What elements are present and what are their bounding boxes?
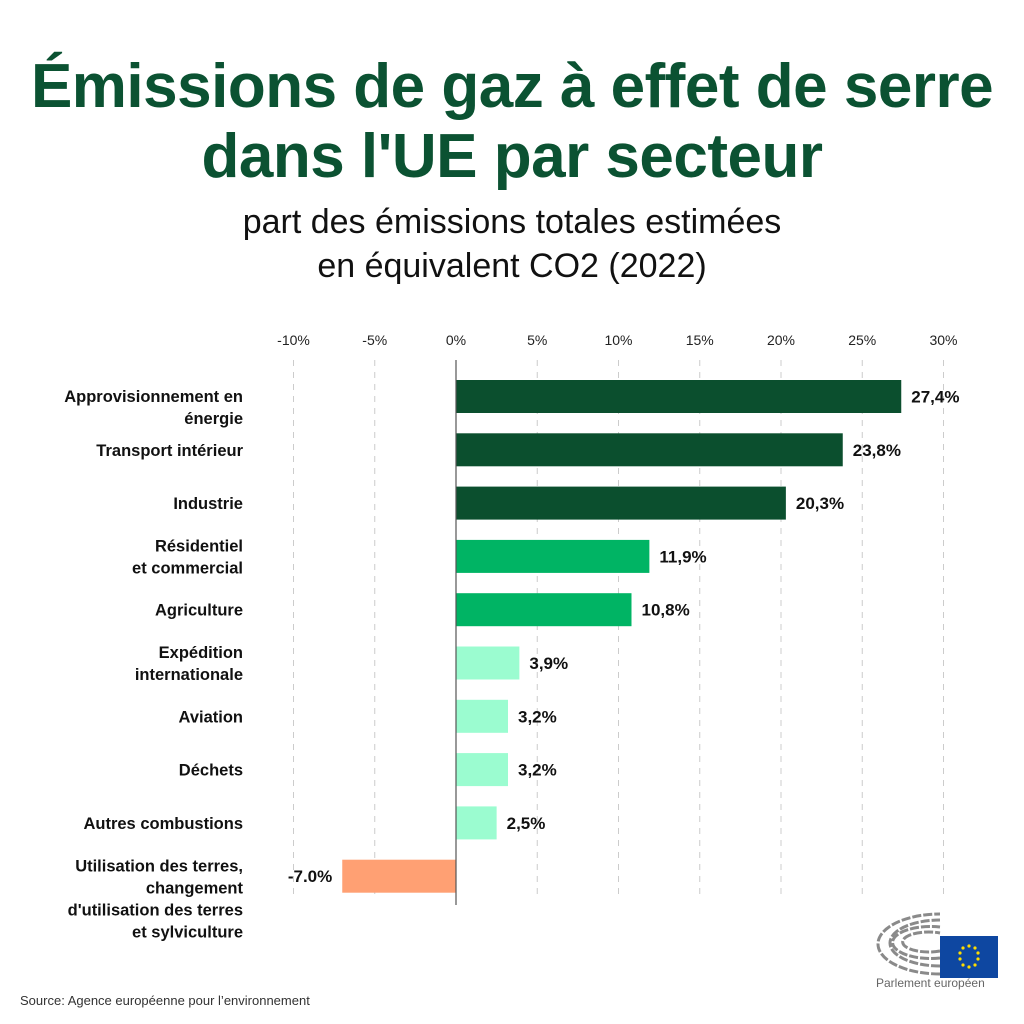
x-tick-label: -5% <box>362 332 387 348</box>
bar <box>456 806 497 840</box>
source-note: Source: Agence européenne pour l’environ… <box>20 993 310 1008</box>
category-label: énergie <box>184 410 243 428</box>
x-tick-label: 20% <box>767 332 795 348</box>
data-label: 27,4% <box>911 388 959 407</box>
category-label: Utilisation des terres, <box>75 858 243 876</box>
category-label: et sylviculture <box>132 924 243 942</box>
bar <box>456 486 786 520</box>
chart-title-line-1: Émissions de gaz à effet de serre <box>30 52 994 121</box>
chart-title-line-2: dans l'UE par secteur <box>201 122 823 191</box>
bar <box>456 380 902 413</box>
bar <box>456 433 843 467</box>
data-label: 20,3% <box>796 494 844 513</box>
category-label: Déchets <box>179 762 243 780</box>
chart-subtitle-line-2: en équivalent CO2 (2022) <box>317 247 707 285</box>
bar <box>342 859 456 893</box>
category-label: Autres combustions <box>83 815 243 833</box>
chart-subtitle-line-1: part des émissions totales estimées <box>242 203 782 241</box>
bar <box>456 593 632 627</box>
data-label: 3,2% <box>518 761 557 780</box>
x-tick-label: 10% <box>604 332 632 348</box>
x-tick-label: 30% <box>929 332 957 348</box>
x-tick-label: 25% <box>848 332 876 348</box>
eu-flag-icon <box>940 936 998 978</box>
data-label: 3,9% <box>529 654 568 673</box>
data-label: 3,2% <box>518 707 557 726</box>
x-tick-label: -10% <box>277 332 310 348</box>
data-label: 2,5% <box>507 814 546 833</box>
data-label: 10,8% <box>642 601 690 620</box>
european-parliament-logo <box>876 912 998 978</box>
data-label: 23,8% <box>853 441 901 460</box>
data-label: -7.0% <box>288 867 332 886</box>
category-label: et commercial <box>132 559 243 577</box>
bar <box>456 646 520 680</box>
x-tick-label: 15% <box>686 332 714 348</box>
category-label: changement <box>146 880 244 898</box>
category-label: Expédition <box>159 644 243 662</box>
bar <box>456 753 508 787</box>
hemicycle-icon <box>876 912 941 976</box>
category-label: Industrie <box>173 495 243 513</box>
data-label: 11,9% <box>659 547 706 566</box>
category-label: Transport intérieur <box>96 442 243 460</box>
category-label: internationale <box>135 666 243 684</box>
category-label: Agriculture <box>155 602 243 620</box>
bar <box>456 539 650 573</box>
category-label: Aviation <box>179 708 243 726</box>
category-label: Approvisionnement en <box>64 388 243 406</box>
x-tick-label: 0% <box>446 332 466 348</box>
category-label: Résidentiel <box>155 537 243 555</box>
category-label: d'utilisation des terres <box>68 902 243 920</box>
logo-text: Parlement européen <box>876 976 985 990</box>
x-tick-label: 5% <box>527 332 547 348</box>
eu-stars-icon <box>958 944 980 969</box>
bar <box>456 699 508 733</box>
